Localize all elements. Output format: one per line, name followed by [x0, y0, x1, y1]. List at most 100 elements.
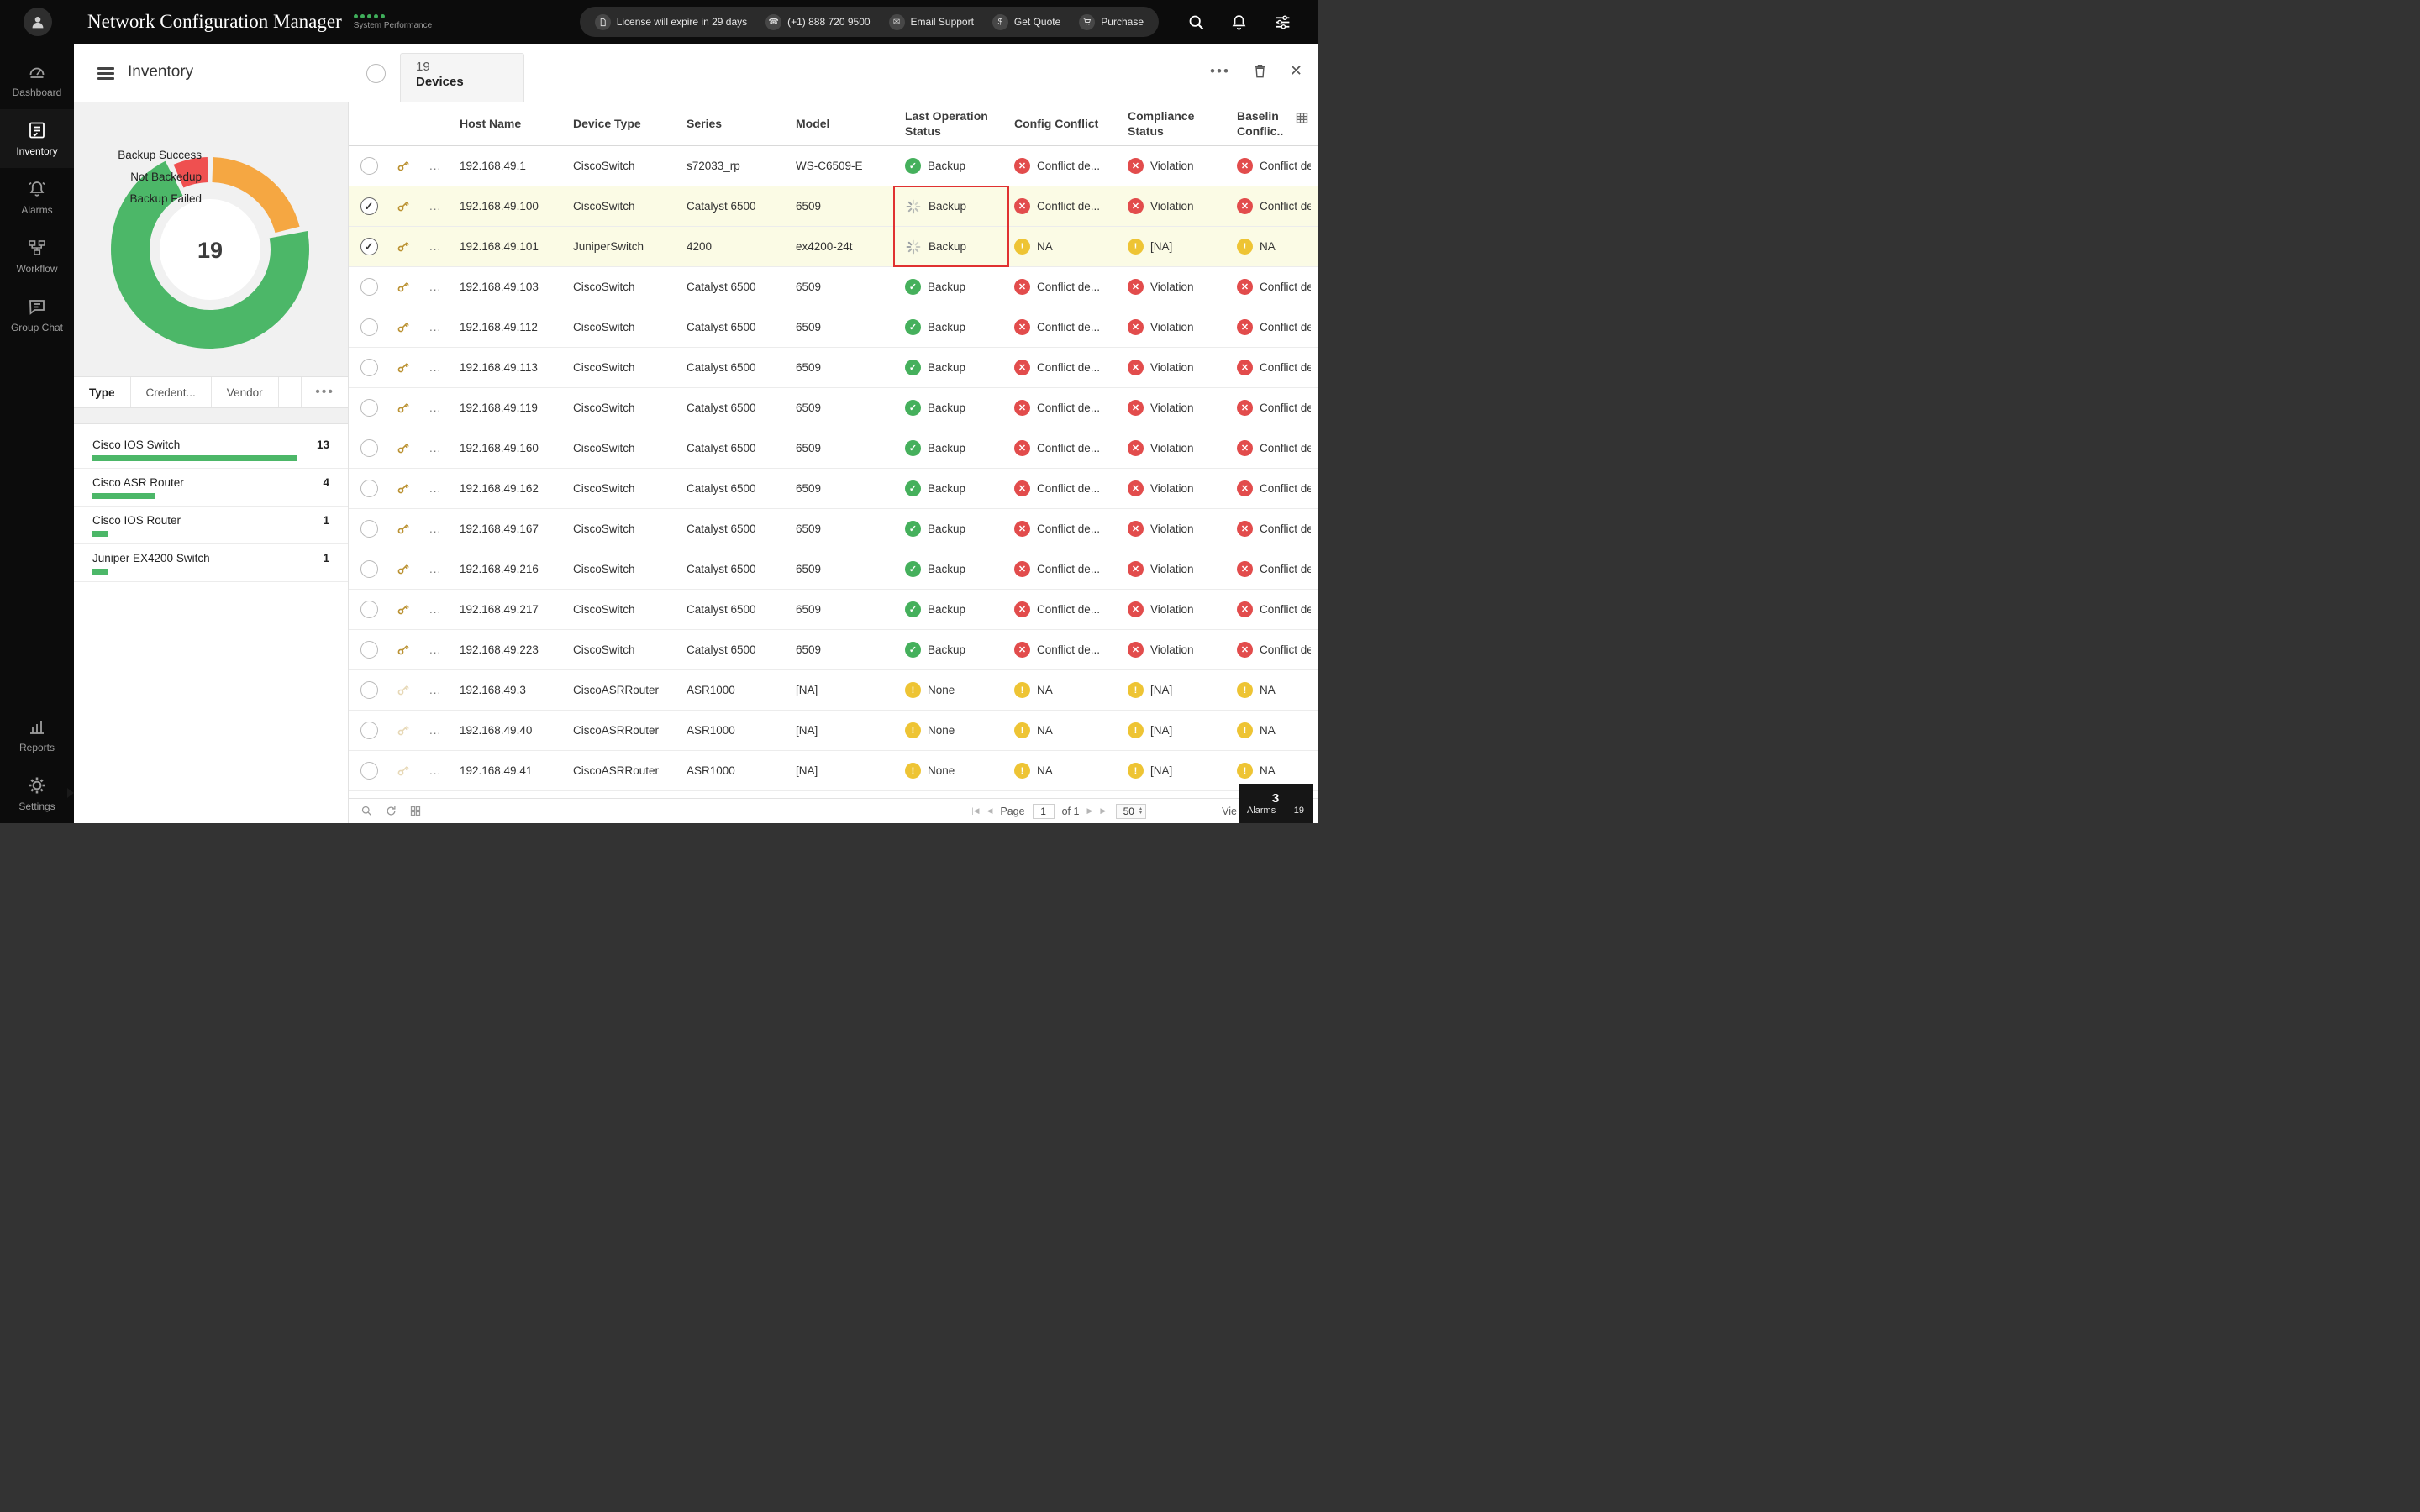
row-menu-button[interactable]: ... — [429, 764, 460, 777]
row-menu-button[interactable]: ... — [429, 321, 460, 333]
tab-type[interactable]: Type — [74, 377, 131, 407]
row-menu-button[interactable]: ... — [429, 361, 460, 374]
baseline-conflict-cell[interactable]: ✕Conflict de — [1237, 198, 1318, 214]
user-avatar[interactable] — [24, 8, 52, 36]
config-conflict-cell[interactable]: ✕Conflict de... — [1014, 521, 1128, 537]
row-menu-button[interactable]: ... — [429, 160, 460, 172]
compliance-status-cell[interactable]: ✕Violation — [1128, 279, 1237, 295]
devices-tab[interactable]: 19 Devices — [400, 53, 524, 102]
page-size-select[interactable]: 50 ▴▾ — [1116, 804, 1146, 819]
menu-hamburger-icon[interactable] — [97, 67, 114, 82]
host-name-cell[interactable]: 192.168.49.162 — [460, 482, 573, 495]
row-menu-button[interactable]: ... — [429, 442, 460, 454]
grid-view-icon[interactable] — [409, 805, 422, 817]
table-row[interactable]: ... 192.168.49.216 CiscoSwitch Catalyst … — [349, 549, 1318, 590]
breakdown-item-cisco-ios-router[interactable]: Cisco IOS Router1 — [74, 507, 348, 544]
row-menu-button[interactable]: ... — [429, 563, 460, 575]
host-name-cell[interactable]: 192.168.49.41 — [460, 764, 573, 777]
row-menu-button[interactable]: ... — [429, 522, 460, 535]
table-row[interactable]: ... 192.168.49.112 CiscoSwitch Catalyst … — [349, 307, 1318, 348]
table-row[interactable]: ✓ ... 192.168.49.101 JuniperSwitch 4200 … — [349, 227, 1318, 267]
row-menu-button[interactable]: ... — [429, 684, 460, 696]
compliance-status-cell[interactable]: ✕Violation — [1128, 360, 1237, 375]
compliance-status-cell[interactable]: ✕Violation — [1128, 400, 1237, 416]
table-row[interactable]: ... 192.168.49.3 CiscoASRRouter ASR1000 … — [349, 670, 1318, 711]
row-menu-button[interactable]: ... — [429, 724, 460, 737]
compliance-status-cell[interactable]: ✕Violation — [1128, 440, 1237, 456]
config-conflict-cell[interactable]: !NA — [1014, 722, 1128, 738]
host-name-cell[interactable]: 192.168.49.119 — [460, 402, 573, 414]
config-conflict-cell[interactable]: ✕Conflict de... — [1014, 279, 1128, 295]
row-menu-button[interactable]: ... — [429, 482, 460, 495]
col-model[interactable]: Model — [796, 117, 905, 132]
table-row[interactable]: ... 192.168.49.40 CiscoASRRouter ASR1000… — [349, 711, 1318, 751]
config-conflict-cell[interactable]: !NA — [1014, 682, 1128, 698]
select-all-radio[interactable] — [366, 64, 386, 83]
row-checkbox[interactable] — [360, 641, 378, 659]
breakdown-item-cisco-asr-router[interactable]: Cisco ASR Router4 — [74, 469, 348, 507]
sidebar-item-alarms[interactable]: Alarms — [0, 168, 74, 227]
baseline-conflict-cell[interactable]: !NA — [1237, 239, 1318, 255]
breakdown-item-cisco-ios-switch[interactable]: Cisco IOS Switch13 — [74, 431, 348, 469]
config-conflict-cell[interactable]: ✕Conflict de... — [1014, 561, 1128, 577]
compliance-status-cell[interactable]: ![NA] — [1128, 682, 1237, 698]
license-notice[interactable]: License will expire in 29 days — [595, 14, 747, 30]
compliance-status-cell[interactable]: ✕Violation — [1128, 480, 1237, 496]
first-page-icon[interactable]: |◀ — [971, 806, 979, 816]
get-quote[interactable]: $ Get Quote — [992, 14, 1060, 30]
col-config-conflict[interactable]: Config Conflict — [1014, 117, 1128, 132]
sidebar-item-dashboard[interactable]: Dashboard — [0, 50, 74, 109]
config-conflict-cell[interactable]: ✕Conflict de... — [1014, 440, 1128, 456]
config-conflict-cell[interactable]: !NA — [1014, 239, 1128, 255]
baseline-conflict-cell[interactable]: !NA — [1237, 763, 1318, 779]
config-conflict-cell[interactable]: ✕Conflict de... — [1014, 642, 1128, 658]
row-menu-button[interactable]: ... — [429, 603, 460, 616]
row-checkbox[interactable] — [360, 560, 378, 578]
compliance-status-cell[interactable]: ✕Violation — [1128, 198, 1237, 214]
sidebar-item-settings[interactable]: Settings — [0, 764, 74, 823]
row-checkbox[interactable] — [360, 157, 378, 175]
baseline-conflict-cell[interactable]: ✕Conflict de — [1237, 521, 1318, 537]
row-checkbox[interactable] — [360, 318, 378, 336]
table-row[interactable]: ... 192.168.49.162 CiscoSwitch Catalyst … — [349, 469, 1318, 509]
config-conflict-cell[interactable]: ✕Conflict de... — [1014, 158, 1128, 174]
row-checkbox[interactable] — [360, 480, 378, 497]
table-row[interactable]: ... 192.168.49.167 CiscoSwitch Catalyst … — [349, 509, 1318, 549]
column-chooser-grid-icon[interactable] — [1295, 111, 1309, 129]
compliance-status-cell[interactable]: ![NA] — [1128, 722, 1237, 738]
config-conflict-cell[interactable]: !NA — [1014, 763, 1128, 779]
row-menu-button[interactable]: ... — [429, 643, 460, 656]
baseline-conflict-cell[interactable]: ✕Conflict de — [1237, 400, 1318, 416]
row-menu-button[interactable]: ... — [429, 281, 460, 293]
table-row[interactable]: ... 192.168.49.103 CiscoSwitch Catalyst … — [349, 267, 1318, 307]
tab-credential[interactable]: Credent... — [131, 377, 212, 407]
baseline-conflict-cell[interactable]: ✕Conflict de — [1237, 642, 1318, 658]
more-options-icon[interactable]: ••• — [1210, 67, 1230, 76]
row-checkbox[interactable] — [360, 399, 378, 417]
compliance-status-cell[interactable]: ✕Violation — [1128, 601, 1237, 617]
row-checkbox[interactable] — [360, 520, 378, 538]
table-row[interactable]: ... 192.168.49.113 CiscoSwitch Catalyst … — [349, 348, 1318, 388]
compliance-status-cell[interactable]: ✕Violation — [1128, 521, 1237, 537]
host-name-cell[interactable]: 192.168.49.216 — [460, 563, 573, 575]
compliance-status-cell[interactable]: ✕Violation — [1128, 642, 1237, 658]
col-compliance-status[interactable]: Compliance Status — [1128, 109, 1237, 139]
config-conflict-cell[interactable]: ✕Conflict de... — [1014, 198, 1128, 214]
host-name-cell[interactable]: 192.168.49.100 — [460, 200, 573, 213]
config-conflict-cell[interactable]: ✕Conflict de... — [1014, 480, 1128, 496]
close-icon[interactable]: ✕ — [1290, 62, 1302, 80]
config-conflict-cell[interactable]: ✕Conflict de... — [1014, 319, 1128, 335]
system-performance[interactable]: System Performance — [354, 14, 432, 30]
delete-trash-icon[interactable] — [1252, 63, 1268, 79]
table-row[interactable]: ... 192.168.49.1 CiscoSwitch s72033_rp W… — [349, 146, 1318, 186]
breakdown-item-juniper-ex4200[interactable]: Juniper EX4200 Switch1 — [74, 544, 348, 582]
sidebar-item-inventory[interactable]: Inventory — [0, 109, 74, 168]
email-support[interactable]: ✉ Email Support — [889, 14, 974, 30]
zoom-search-icon[interactable] — [360, 805, 373, 817]
host-name-cell[interactable]: 192.168.49.223 — [460, 643, 573, 656]
host-name-cell[interactable]: 192.168.49.167 — [460, 522, 573, 535]
col-host-name[interactable]: Host Name — [460, 117, 573, 132]
page-number-input[interactable] — [1033, 804, 1055, 819]
last-page-icon[interactable]: ▶| — [1100, 806, 1107, 816]
table-row[interactable]: ... 192.168.49.119 CiscoSwitch Catalyst … — [349, 388, 1318, 428]
